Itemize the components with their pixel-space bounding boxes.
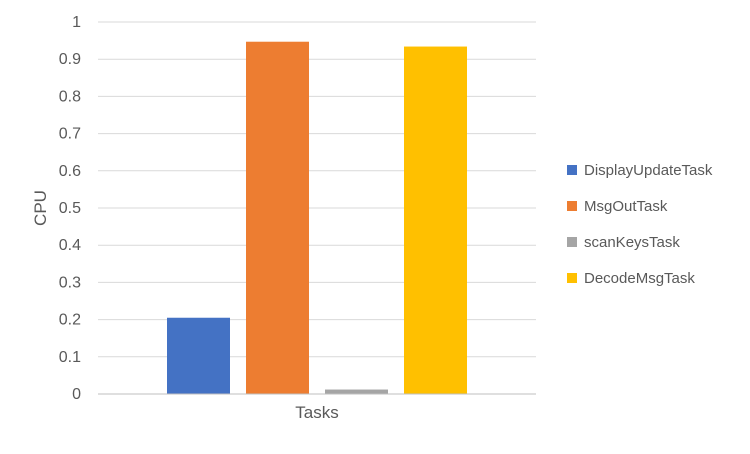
bar-scanKeysTask xyxy=(325,389,388,394)
y-tick-label: 0 xyxy=(72,386,81,403)
y-tick-label: 0.6 xyxy=(59,163,81,180)
legend-swatch-DisplayUpdateTask xyxy=(567,165,577,175)
y-tick-label: 0.3 xyxy=(59,274,81,291)
y-tick-label: 0.7 xyxy=(59,126,81,143)
y-tick-label: 0.1 xyxy=(59,349,81,366)
y-tick-label: 0.5 xyxy=(59,200,81,217)
legend-label: DisplayUpdateTask xyxy=(584,162,713,179)
y-tick-label: 1 xyxy=(72,14,81,31)
y-tick-label: 0.4 xyxy=(59,237,81,254)
legend-label: scanKeysTask xyxy=(584,234,680,251)
x-axis-title: Tasks xyxy=(295,403,338,422)
y-axis-title: CPU xyxy=(31,190,50,226)
y-tick-label: 0.2 xyxy=(59,312,81,329)
legend-label: DecodeMsgTask xyxy=(584,270,695,287)
bar-MsgOutTask xyxy=(246,41,309,394)
legend-swatch-scanKeysTask xyxy=(567,237,577,247)
gridlines xyxy=(98,21,536,358)
legend: DisplayUpdateTask MsgOutTask scanKeysTask D… xyxy=(567,162,713,287)
y-tick-label: 0.9 xyxy=(59,51,81,68)
bar-DecodeMsgTask xyxy=(404,46,467,394)
legend-swatch-MsgOutTask xyxy=(567,201,577,211)
bars xyxy=(167,41,467,394)
legend-label: MsgOutTask xyxy=(584,198,668,215)
y-axis-tick-labels: 0 0.1 0.2 0.3 0.4 0.5 0.6 0.7 0.8 0.9 1 xyxy=(59,14,81,403)
bar-DisplayUpdateTask xyxy=(167,317,230,394)
y-tick-label: 0.8 xyxy=(59,88,81,105)
legend-swatch-DecodeMsgTask xyxy=(567,273,577,283)
